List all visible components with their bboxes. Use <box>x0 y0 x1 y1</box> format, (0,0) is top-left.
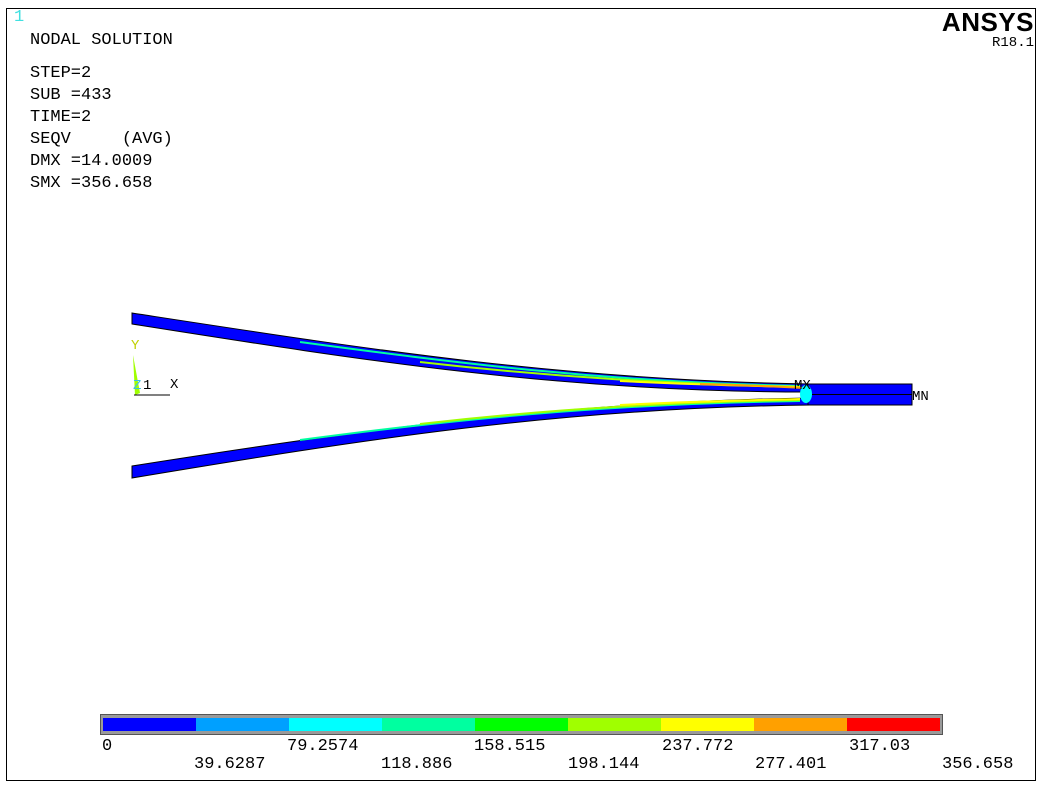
legend-label-1: 39.6287 <box>194 755 266 774</box>
legend-label-2: 79.2574 <box>287 737 359 756</box>
legend-label-9: 356.658 <box>942 755 1014 774</box>
legend-color-segment <box>568 718 661 731</box>
legend-label-0: 0 <box>102 737 113 756</box>
legend-label-6: 237.772 <box>662 737 734 756</box>
plot-title: NODAL SOLUTION <box>30 31 173 50</box>
ansys-logo-text: ANSYS <box>941 7 1034 37</box>
contour-legend-bar <box>100 714 943 735</box>
legend-label-3: 118.886 <box>381 755 453 774</box>
graphics-frame <box>6 8 1036 781</box>
window-number: 1 <box>14 8 25 27</box>
smx-value: SMX =356.658 <box>30 174 153 193</box>
ansys-branding: ANSYS R18.1 <box>942 8 1034 50</box>
result-type: SEQV (AVG) <box>30 130 173 149</box>
dmx-value: DMX =14.0009 <box>30 152 153 171</box>
legend-color-segment <box>196 718 289 731</box>
legend-color-segment <box>289 718 382 731</box>
ansys-version: R18.1 <box>991 35 1034 51</box>
step-value: STEP=2 <box>30 64 92 83</box>
legend-label-8: 317.03 <box>849 737 911 756</box>
legend-label-7: 277.401 <box>755 755 827 774</box>
legend-color-segment <box>847 718 940 731</box>
legend-color-segment <box>382 718 475 731</box>
legend-color-segment <box>661 718 754 731</box>
legend-color-segment <box>754 718 847 731</box>
substep-value: SUB =433 <box>30 86 112 105</box>
time-value: TIME=2 <box>30 108 92 127</box>
legend-color-segment <box>103 718 196 731</box>
legend-color-segment <box>475 718 568 731</box>
legend-label-5: 198.144 <box>568 755 640 774</box>
legend-label-4: 158.515 <box>474 737 546 756</box>
